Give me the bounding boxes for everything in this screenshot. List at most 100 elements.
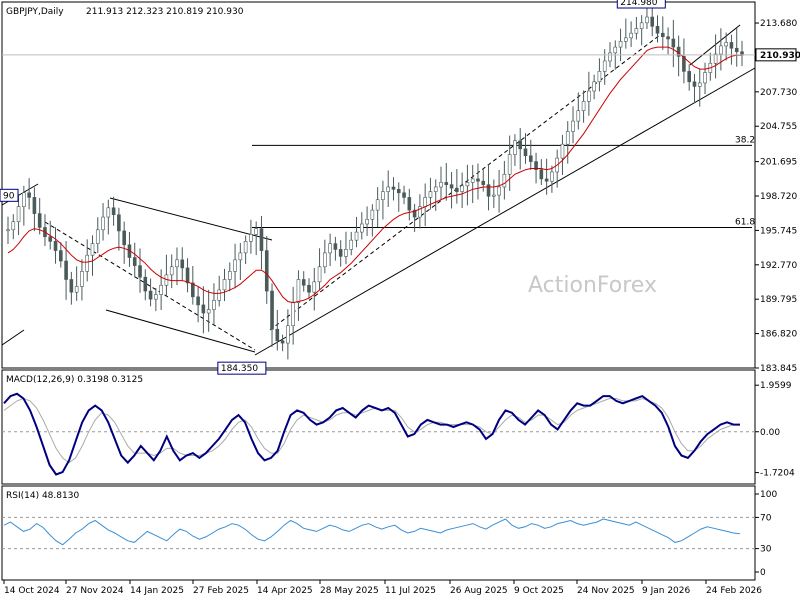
candle-body	[613, 46, 618, 54]
candle-body	[95, 229, 100, 244]
candle-body	[692, 81, 697, 87]
candle-body	[655, 25, 660, 34]
candle-body	[323, 252, 327, 268]
price-tick-label: 204.755	[760, 122, 797, 132]
rsi-tick-label: 70	[760, 513, 772, 523]
candle-body	[629, 32, 633, 39]
fib-level-label: 38.2	[735, 135, 755, 145]
price-grid: 38.2 61.8	[252, 135, 755, 228]
ohlc-label: 211.913 212.323 210.819 210.930	[86, 7, 244, 17]
price-tick-label: 201.695	[760, 158, 797, 168]
candle-body	[90, 243, 95, 256]
candle-body	[254, 228, 258, 235]
candle-body	[344, 249, 348, 257]
date-tick-label: 24 Nov 2025	[577, 586, 635, 596]
candle-body	[64, 260, 68, 280]
price-tick-label: 192.770	[760, 261, 797, 271]
macd-tick-label: 1.9599	[760, 381, 792, 391]
fib-level-label: 61.8	[735, 217, 755, 227]
candle-body	[53, 241, 58, 251]
candle-body	[470, 178, 475, 183]
candle-body	[412, 209, 417, 218]
candle-body	[597, 71, 602, 83]
candle-body	[518, 140, 523, 150]
candle-body	[143, 276, 148, 292]
candle-body	[713, 53, 718, 64]
rsi-axis: 100 70 30 0	[2, 490, 777, 578]
current-price-box	[755, 48, 797, 62]
candle-body	[703, 72, 707, 84]
candle-body	[571, 120, 575, 132]
recent-channel-top	[689, 24, 741, 66]
falling-channel-top	[109, 197, 273, 241]
candle-body	[407, 197, 412, 211]
candle-body	[132, 257, 137, 266]
candle-body	[307, 284, 311, 293]
candle-body	[122, 230, 126, 246]
candle-body	[338, 249, 343, 257]
candle-body	[624, 37, 628, 42]
candle-body	[27, 192, 31, 198]
candle-body	[243, 241, 248, 254]
candle-body	[169, 266, 174, 276]
price-annotation-box	[217, 361, 267, 375]
candle-body	[212, 300, 216, 310]
candle-body	[375, 199, 380, 211]
candle-body	[418, 206, 422, 218]
candle-body	[439, 182, 443, 188]
candle-body	[69, 279, 74, 293]
date-tick-label: 27 Nov 2024	[66, 586, 124, 596]
candle-body	[513, 140, 517, 155]
candle-body	[37, 213, 42, 228]
candle-body	[428, 191, 433, 198]
candle-body	[660, 32, 665, 37]
candle-body	[433, 186, 438, 192]
candle-body	[724, 42, 728, 47]
candle-body	[460, 185, 464, 192]
candle-body	[217, 289, 222, 301]
candle-body	[402, 192, 406, 198]
date-tick-label: 14 Jan 2025	[130, 586, 184, 596]
candle-body	[301, 279, 306, 286]
candle-body	[492, 194, 496, 197]
candle-body	[106, 207, 111, 218]
candle-body	[729, 42, 734, 49]
candle-body	[317, 266, 322, 283]
candle-body	[534, 161, 538, 170]
price-tick-label: 189.795	[760, 295, 797, 305]
candle-body	[650, 16, 655, 27]
left-channel-line-2	[1, 329, 25, 346]
candle-body	[444, 182, 449, 185]
rsi-label: RSI(14) 48.8130	[6, 491, 79, 501]
candle-body	[560, 143, 565, 159]
candle-body	[592, 81, 596, 92]
candle-body	[191, 282, 195, 298]
candle-body	[523, 148, 528, 157]
moving-average-line	[7, 46, 742, 304]
candle-body	[101, 216, 105, 231]
candle-body	[259, 228, 264, 251]
candle-body	[481, 180, 486, 185]
candle-body	[233, 259, 237, 272]
candle-body	[296, 279, 301, 303]
candle-body	[455, 187, 459, 192]
candle-body	[328, 243, 332, 254]
candle-body	[227, 271, 232, 280]
price-tick-label: 195.745	[760, 226, 797, 236]
date-tick-label: 27 Feb 2025	[193, 586, 249, 596]
candle-body	[602, 60, 607, 72]
candle-body	[423, 197, 427, 207]
candle-body	[381, 191, 385, 201]
candle-body	[238, 252, 243, 261]
candle-body	[359, 223, 364, 233]
candle-body	[249, 234, 253, 242]
candle-body	[175, 259, 179, 268]
macd-signal-line	[3, 397, 740, 464]
falling-dashed	[44, 221, 256, 351]
candle-body	[581, 101, 586, 111]
candle-body	[719, 45, 723, 55]
candle-body	[449, 184, 454, 189]
candle-body	[354, 231, 359, 241]
current-price-label: 210.930	[760, 51, 800, 61]
